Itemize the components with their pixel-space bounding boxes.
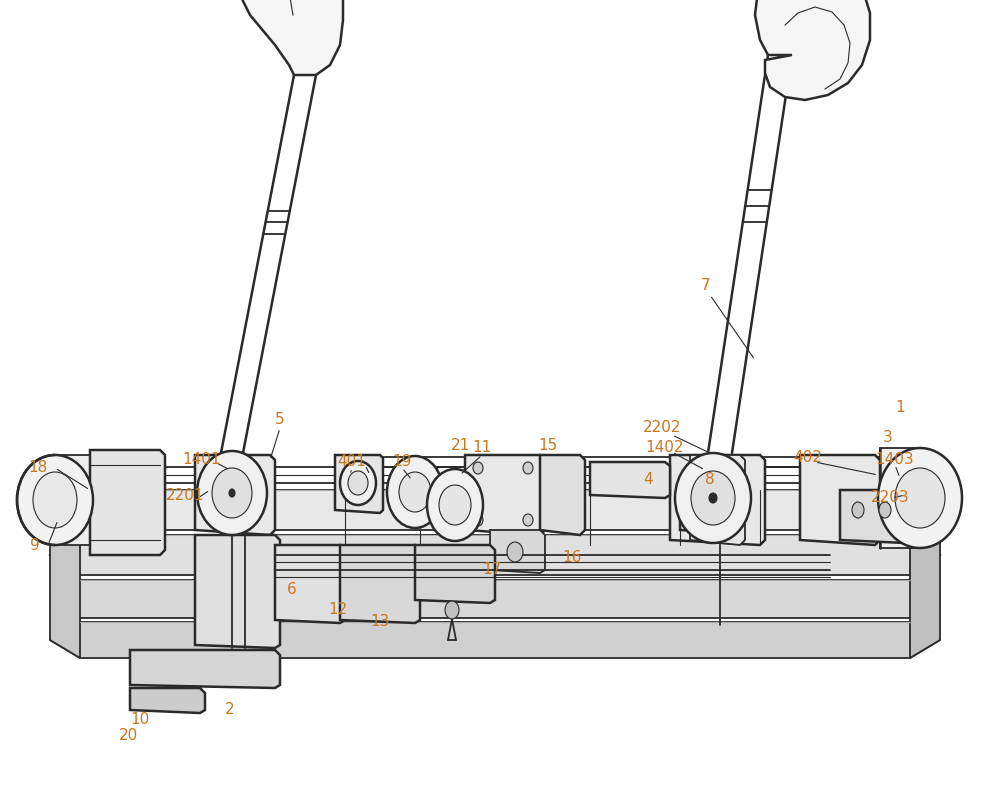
Text: 21: 21: [450, 438, 470, 452]
Ellipse shape: [507, 542, 523, 562]
Text: 15: 15: [538, 438, 558, 452]
Polygon shape: [195, 535, 280, 648]
Ellipse shape: [340, 461, 376, 505]
Ellipse shape: [709, 493, 717, 503]
Ellipse shape: [197, 451, 267, 535]
Polygon shape: [50, 490, 80, 658]
Polygon shape: [465, 455, 545, 535]
Polygon shape: [340, 545, 420, 623]
Text: 7: 7: [701, 278, 711, 292]
Text: 2202: 2202: [643, 420, 681, 435]
Text: 2201: 2201: [166, 487, 204, 502]
Ellipse shape: [212, 468, 252, 518]
Polygon shape: [55, 455, 145, 545]
Polygon shape: [840, 490, 910, 543]
Text: 6: 6: [287, 583, 297, 598]
Text: 2: 2: [225, 703, 235, 717]
Ellipse shape: [473, 462, 483, 474]
Ellipse shape: [399, 472, 431, 512]
Text: 19: 19: [392, 455, 412, 470]
Text: 12: 12: [328, 603, 348, 618]
Text: 1401: 1401: [183, 452, 221, 467]
Ellipse shape: [675, 453, 751, 543]
Polygon shape: [90, 450, 165, 555]
Polygon shape: [50, 622, 940, 658]
Polygon shape: [880, 448, 920, 548]
Polygon shape: [490, 530, 545, 573]
Polygon shape: [335, 455, 383, 513]
Text: 10: 10: [130, 712, 150, 728]
Polygon shape: [50, 490, 940, 530]
Ellipse shape: [523, 462, 533, 474]
Text: 5: 5: [275, 412, 285, 427]
Polygon shape: [50, 535, 940, 575]
Ellipse shape: [33, 472, 77, 528]
Ellipse shape: [427, 469, 483, 541]
Text: 2203: 2203: [871, 490, 909, 505]
Polygon shape: [540, 455, 585, 535]
Polygon shape: [910, 490, 940, 658]
Polygon shape: [275, 545, 345, 623]
Polygon shape: [690, 455, 745, 545]
Ellipse shape: [523, 514, 533, 526]
Ellipse shape: [691, 471, 735, 525]
Text: 3: 3: [883, 431, 893, 446]
Ellipse shape: [445, 601, 459, 619]
Ellipse shape: [852, 502, 864, 518]
Ellipse shape: [879, 502, 891, 518]
Polygon shape: [130, 688, 205, 713]
Text: 9: 9: [30, 537, 40, 552]
Ellipse shape: [878, 448, 962, 548]
Text: 401: 401: [338, 455, 366, 470]
Ellipse shape: [348, 471, 368, 495]
Polygon shape: [800, 455, 880, 545]
Text: 1: 1: [895, 400, 905, 416]
Text: 17: 17: [482, 563, 502, 578]
Text: 402: 402: [794, 451, 822, 466]
Text: 18: 18: [28, 461, 48, 475]
Text: 16: 16: [562, 551, 582, 565]
Text: 11: 11: [472, 440, 492, 455]
Polygon shape: [442, 475, 472, 498]
Polygon shape: [590, 462, 670, 498]
Polygon shape: [230, 0, 393, 75]
Text: 13: 13: [370, 615, 390, 630]
Text: 8: 8: [705, 473, 715, 487]
Polygon shape: [130, 650, 280, 688]
Text: 1402: 1402: [646, 440, 684, 455]
Ellipse shape: [387, 456, 443, 528]
Ellipse shape: [439, 485, 471, 525]
Ellipse shape: [17, 455, 93, 545]
Polygon shape: [680, 490, 735, 533]
Ellipse shape: [229, 489, 235, 497]
Polygon shape: [50, 580, 940, 618]
Polygon shape: [755, 0, 870, 100]
Text: 4: 4: [643, 473, 653, 487]
Polygon shape: [195, 455, 275, 535]
Ellipse shape: [895, 468, 945, 528]
Polygon shape: [670, 455, 765, 545]
Ellipse shape: [473, 514, 483, 526]
Polygon shape: [415, 545, 495, 603]
Text: 20: 20: [118, 728, 138, 743]
Text: 1403: 1403: [876, 452, 914, 467]
